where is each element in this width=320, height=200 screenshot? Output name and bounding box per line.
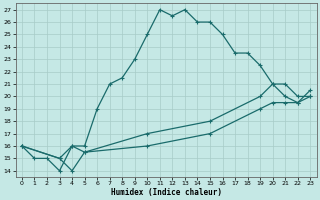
- X-axis label: Humidex (Indice chaleur): Humidex (Indice chaleur): [111, 188, 221, 197]
